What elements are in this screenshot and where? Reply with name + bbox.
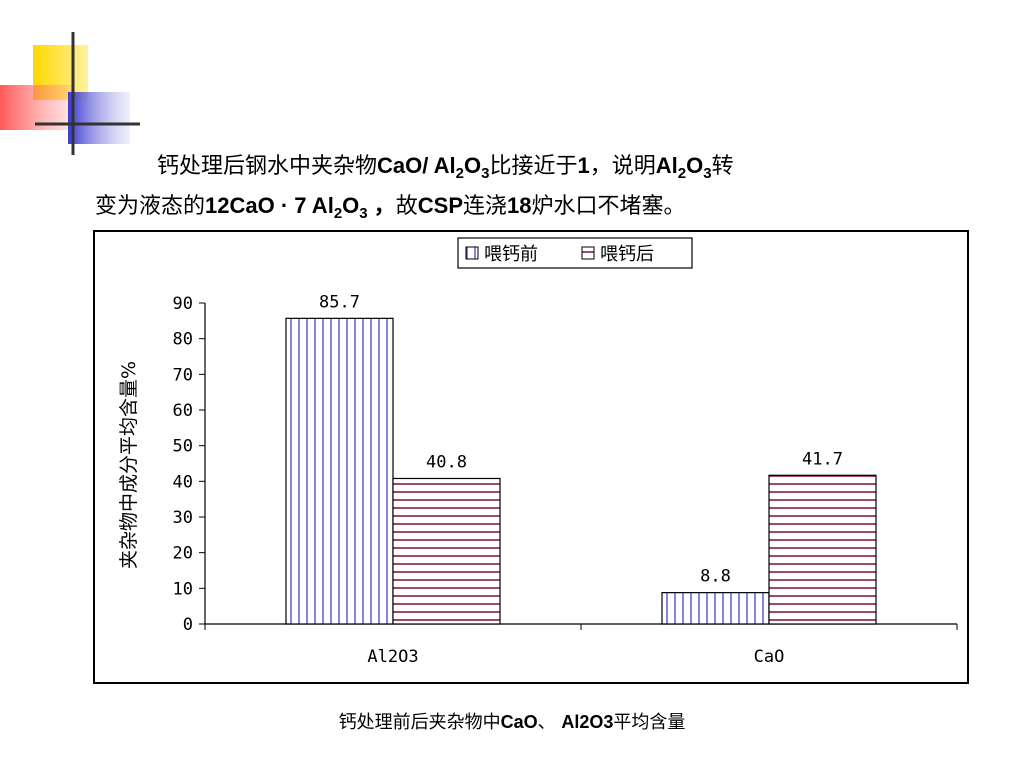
legend-label: 喂钙后	[600, 244, 654, 265]
y-tick-label: 90	[173, 294, 193, 314]
x-tick-label: Al2O3	[367, 647, 418, 667]
legend-swatch	[581, 246, 595, 260]
y-tick-label: 30	[173, 508, 193, 528]
data-label: 41.7	[802, 449, 843, 469]
y-tick-label: 0	[183, 615, 193, 635]
y-tick-label: 20	[173, 544, 193, 564]
legend-label: 喂钙前	[484, 244, 538, 265]
y-tick-label: 60	[173, 401, 193, 421]
data-label: 40.8	[426, 452, 467, 472]
y-tick-label: 40	[173, 472, 193, 492]
bar-after-al2o3	[392, 477, 501, 625]
data-label: 85.7	[319, 292, 360, 312]
legend	[457, 237, 693, 269]
paragraph-line-2: 变为液态的12CaO · 7 Al2O3 ，故CSP连浇18炉水口不堵塞。	[95, 193, 686, 222]
chart-caption: 钙处理前后夹杂物中CaO、 Al2O3平均含量	[338, 712, 686, 733]
bar-chart: 0 10 20 30 40 50 60 70 80 90 Al2O3 CaO 85.7 40.8 8.8 4…	[118, 237, 958, 667]
bar-before-al2o3	[285, 317, 394, 625]
legend-swatch	[465, 246, 479, 260]
bar-after-cao	[768, 474, 877, 625]
chart-frame: 0 10 20 30 40 50 60 70 80 90 Al2O3 CaO 85.7 40.8 8.8 4…	[93, 230, 969, 684]
y-axis-label: 夹杂物中成分平均含量%	[118, 361, 140, 569]
y-tick-label: 70	[173, 365, 193, 385]
bar-before-cao	[661, 592, 770, 625]
data-label: 8.8	[700, 567, 731, 587]
paragraph-line-1: 钙处理后钢水中夹杂物CaO/ Al2O3比接近于1，说明Al2O3转	[157, 153, 734, 182]
x-tick-label: CaO	[754, 647, 785, 667]
y-tick-label: 50	[173, 437, 193, 457]
y-tick-label: 80	[173, 330, 193, 350]
deco-blue-square	[68, 92, 130, 144]
corner-decoration	[0, 32, 140, 155]
y-tick-label: 10	[173, 579, 193, 599]
